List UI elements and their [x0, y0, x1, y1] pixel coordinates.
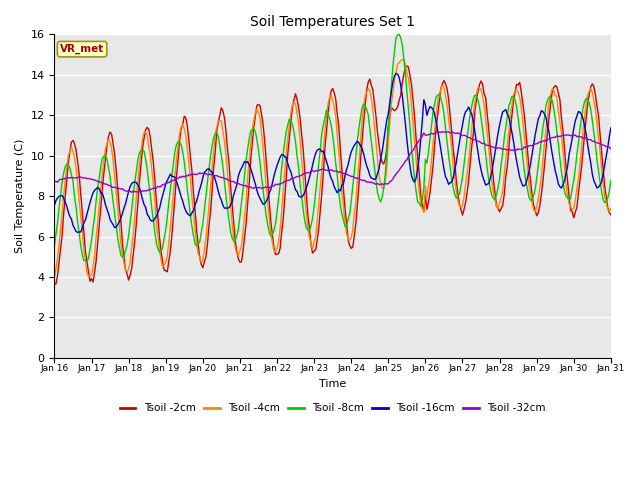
Title: Soil Temperatures Set 1: Soil Temperatures Set 1 [250, 15, 415, 29]
X-axis label: Time: Time [319, 379, 346, 389]
Legend: Tsoil -2cm, Tsoil -4cm, Tsoil -8cm, Tsoil -16cm, Tsoil -32cm: Tsoil -2cm, Tsoil -4cm, Tsoil -8cm, Tsoi… [116, 399, 550, 418]
Y-axis label: Soil Temperature (C): Soil Temperature (C) [15, 139, 25, 253]
Text: VR_met: VR_met [60, 44, 104, 54]
